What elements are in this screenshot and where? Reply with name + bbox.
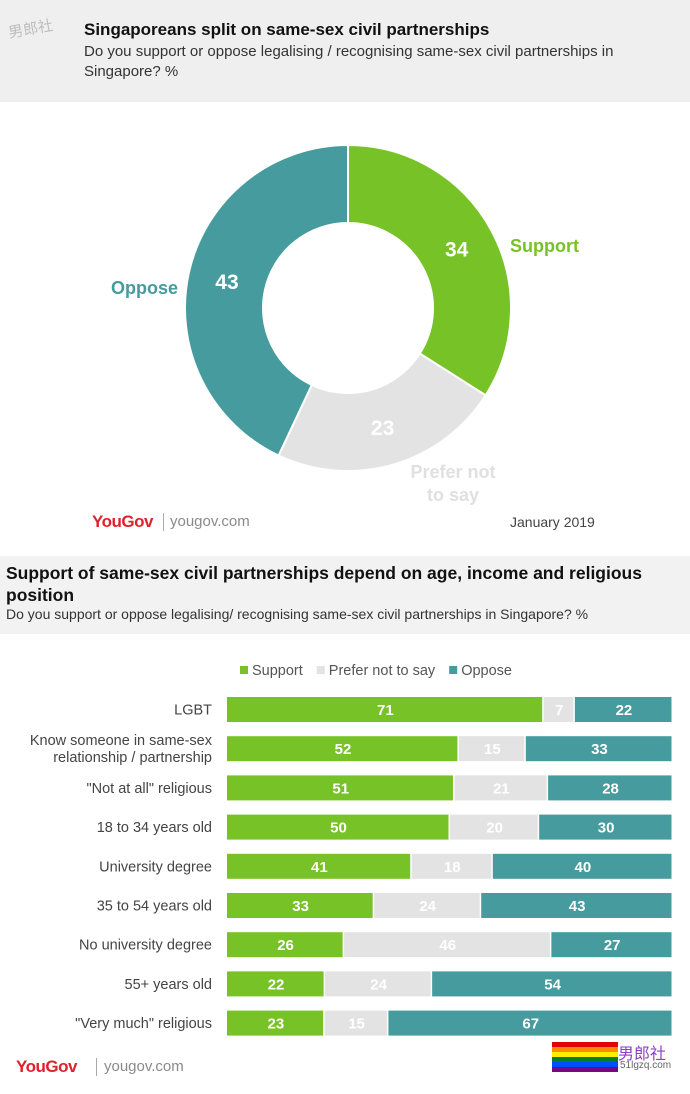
category-label: 18 to 34 years old (97, 820, 212, 836)
bar-segment-support (227, 736, 458, 762)
bar-segment-oppose (481, 893, 672, 918)
bar-segment-support (227, 971, 324, 997)
bar-segment-oppose (525, 736, 672, 762)
bar-segment-prefer-not-to-say (543, 697, 574, 722)
bar-segment-oppose (539, 814, 672, 840)
bar-value-label: 43 (569, 898, 586, 915)
category-label: Know someone in same-sex relationship / p… (30, 733, 213, 766)
bar-value-label: 22 (616, 702, 633, 719)
category-label: "Not at all" religious (86, 781, 212, 797)
donut-slice-support (347, 143, 512, 397)
bar-segment-prefer-not-to-say (454, 775, 547, 801)
bar-segment-support (227, 932, 343, 958)
donut-chart: 34 23 43 Support Prefer not to say Oppose (111, 143, 579, 505)
bar-value-label: 21 (493, 780, 510, 797)
category-label: "Very much" religious (75, 1016, 212, 1032)
bar-value-label: 41 (311, 859, 328, 876)
donut-category-label: Support (510, 236, 579, 256)
bar-segment-prefer-not-to-say (450, 814, 538, 840)
bar-segment-prefer-not-to-say (374, 893, 480, 918)
legend-swatch (316, 666, 325, 674)
legend-label: Support (252, 663, 303, 679)
chart-title-1: Singaporeans split on same-sex civil par… (84, 20, 490, 39)
bar-segment-oppose (492, 853, 672, 879)
yougov-logo-2: YouGov (16, 1057, 77, 1076)
source-url: yougov.com (170, 513, 250, 530)
donut-category-label: Oppose (111, 278, 178, 298)
yougov-logo: YouGov (92, 512, 153, 531)
bar-value-label: 22 (268, 976, 285, 993)
bar-value-label: 15 (348, 1016, 365, 1033)
bar-value-label: 52 (335, 741, 352, 758)
bar-value-label: 27 (604, 937, 621, 954)
stacked-bar-chart: Support Prefer not to say Oppose 71 7 22 LGBT 5… (30, 663, 672, 1036)
chart-title-2: Support of same-sex civil partnerships d… (6, 563, 642, 605)
chart-subtitle-1: Do you support or oppose legalising / re… (84, 43, 614, 80)
donut-category-label: Prefer not to say (410, 462, 495, 505)
bar-segment-support (227, 814, 449, 840)
bar-value-label: 40 (575, 859, 592, 876)
bar-value-label: 28 (602, 780, 619, 797)
bar-value-label: 54 (544, 976, 561, 993)
donut-value-label: 43 (215, 271, 238, 294)
header-panel (0, 0, 690, 102)
legend-swatch (240, 666, 248, 674)
bar-segment-prefer-not-to-say (325, 971, 431, 997)
bar-value-label: 20 (486, 820, 503, 837)
bar-segment-support (227, 1010, 324, 1036)
donut-value-label: 34 (445, 238, 469, 261)
donut-slice-oppose (184, 143, 349, 457)
logo-separator-2 (96, 1058, 97, 1076)
bar-value-label: 24 (419, 898, 436, 915)
bar-segment-oppose (548, 775, 672, 801)
category-label: University degree (99, 859, 212, 875)
bar-segment-prefer-not-to-say (411, 853, 492, 879)
legend-swatch (449, 666, 458, 674)
bar-value-label: 71 (377, 702, 394, 719)
bar-value-label: 18 (444, 859, 461, 876)
bar-value-label: 23 (268, 1016, 285, 1033)
watermark-url: 51lgzq.com (620, 1060, 672, 1071)
bar-value-label: 26 (277, 937, 294, 954)
category-label: LGBT (174, 703, 212, 719)
bar-segment-oppose (388, 1010, 672, 1036)
category-label: 55+ years old (125, 977, 212, 993)
source-url-2: yougov.com (104, 1058, 184, 1075)
bar-segment-oppose (551, 932, 672, 958)
bar-segment-oppose (574, 697, 672, 722)
bar-segment-support (227, 893, 373, 918)
bar-segment-prefer-not-to-say (324, 1010, 387, 1036)
header-panel-2 (0, 556, 690, 634)
bar-value-label: 33 (292, 898, 309, 915)
legend-label: Prefer not to say (329, 663, 436, 679)
legend-label: Oppose (461, 663, 512, 679)
bar-segment-support (227, 697, 543, 722)
donut-value-label: 23 (371, 417, 394, 440)
chart-subtitle-2: Do you support or oppose legalising/ rec… (6, 606, 589, 622)
bar-segment-oppose (432, 971, 672, 997)
logo-separator (163, 513, 164, 531)
bar-segment-prefer-not-to-say (344, 932, 550, 958)
date-label: January 2019 (510, 514, 595, 530)
bar-value-label: 50 (330, 820, 347, 837)
bar-value-label: 67 (522, 1016, 539, 1033)
bar-segment-support (227, 853, 411, 879)
bar-value-label: 46 (439, 937, 456, 954)
category-label: 35 to 54 years old (97, 899, 212, 915)
bar-segment-prefer-not-to-say (458, 736, 525, 762)
watermark-bottom: 男郎社 (618, 1044, 667, 1063)
rainbow-flag-icon (552, 1042, 618, 1072)
bar-value-label: 24 (370, 976, 387, 993)
bar-value-label: 7 (555, 702, 563, 719)
bar-value-label: 33 (591, 741, 608, 758)
donut-slice-prefer-not-to-say (277, 352, 488, 472)
bar-value-label: 15 (484, 741, 501, 758)
bar-segment-support (227, 775, 453, 801)
bar-value-label: 51 (332, 780, 349, 797)
bar-value-label: 30 (598, 820, 615, 837)
category-label: No university degree (79, 938, 212, 954)
